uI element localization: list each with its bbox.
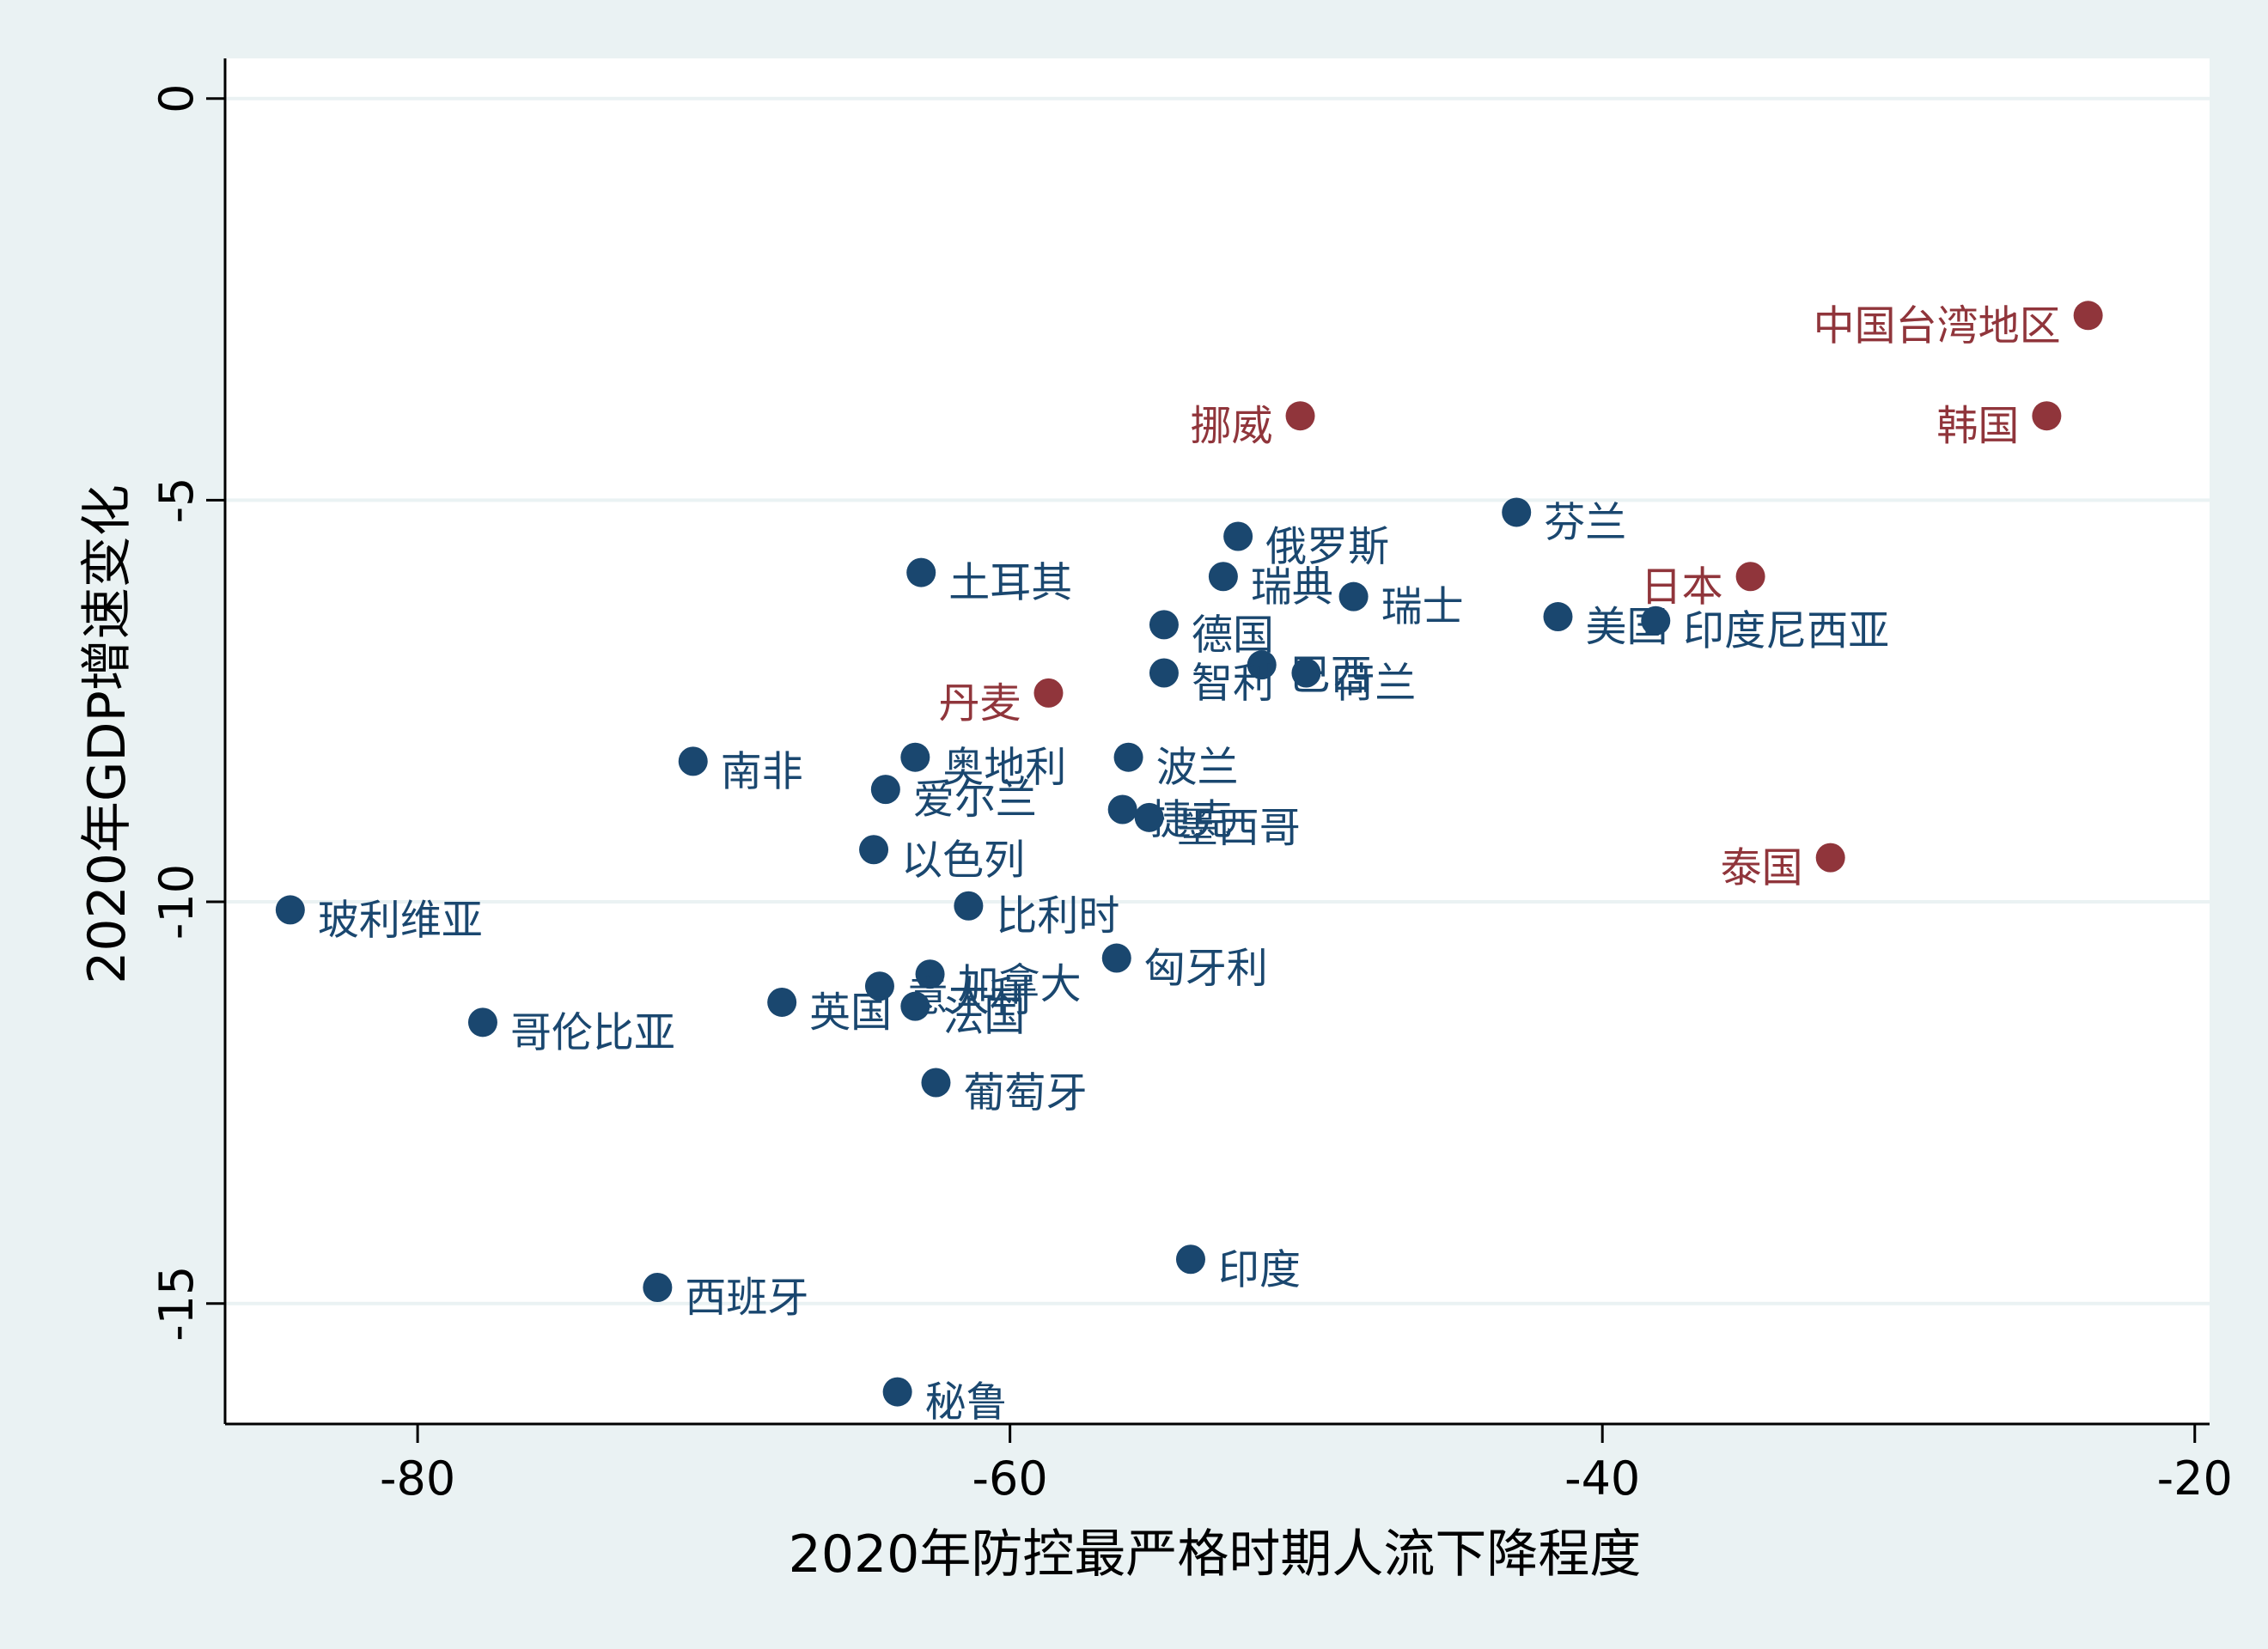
data-point: [1543, 602, 1573, 632]
point-label: 俄罗斯: [1265, 523, 1389, 571]
point-label: 加拿大: [958, 960, 1082, 1008]
data-point: [678, 746, 708, 776]
point-label: 爱尔兰: [913, 776, 1037, 824]
point-label: 瑞典: [1251, 563, 1333, 611]
point-label: 南非: [721, 747, 803, 795]
point-label: 芬兰: [1544, 498, 1626, 546]
point-label: 中国台湾地区: [1814, 301, 2061, 350]
point-label: 泰国: [1721, 844, 1803, 892]
data-point: [900, 742, 930, 772]
point-label: 印度: [1218, 1245, 1301, 1293]
point-label: 挪威: [1191, 402, 1273, 450]
data-point: [906, 557, 936, 587]
data-point: [915, 959, 945, 989]
data-point: [1247, 650, 1277, 680]
data-point: [921, 1068, 951, 1098]
point-label: 匈牙利: [1144, 945, 1268, 993]
data-point: [1033, 678, 1064, 708]
y-tick-label: -15: [149, 1266, 204, 1342]
point-label: 墨西哥: [1177, 804, 1301, 852]
data-point: [1149, 658, 1179, 688]
y-tick-label: -5: [149, 477, 204, 523]
point-label: 奥地利: [942, 744, 1066, 792]
data-point: [1502, 497, 1532, 527]
data-point: [643, 1273, 673, 1302]
data-point: [1175, 1244, 1205, 1275]
point-label: 捷克: [1150, 796, 1233, 844]
point-label: 法国: [942, 993, 1025, 1041]
plot-area: [225, 58, 2210, 1424]
point-label: 日本: [1641, 563, 1723, 611]
y-tick-label: 0: [149, 84, 204, 113]
data-point: [1223, 521, 1253, 551]
gridlines: [225, 96, 2210, 1305]
data-point: [1107, 794, 1137, 824]
point-label: 哥伦比亚: [510, 1008, 675, 1056]
point-label: 韩国: [1936, 402, 2019, 450]
data-point: [1815, 843, 1845, 873]
data-point: [1134, 802, 1164, 832]
point-label: 瑞士: [1381, 583, 1464, 631]
data-point: [882, 1377, 912, 1407]
point-label: 智利: [1192, 660, 1274, 708]
data-point: [900, 991, 930, 1021]
data-point: [864, 971, 894, 1001]
data-point: [1208, 562, 1238, 592]
data-point: [2032, 401, 2062, 431]
data-point: [954, 891, 984, 921]
data-point: [870, 775, 900, 805]
data-point: [1291, 658, 1321, 688]
data-point: [467, 1007, 497, 1037]
point-label: 西班牙: [685, 1274, 808, 1322]
x-tick-label: -60: [972, 1451, 1048, 1506]
data-point: [767, 987, 797, 1017]
point-label: 土耳其: [948, 559, 1072, 607]
data-point: [1113, 742, 1143, 772]
point-label: 葡萄牙: [963, 1069, 1087, 1117]
data-point: [1338, 581, 1369, 612]
data-point: [1149, 610, 1179, 640]
data-point: [1101, 943, 1131, 973]
point-label: 以色列: [901, 836, 1025, 884]
point-label: 玻利维亚: [318, 896, 483, 944]
point-label: 秘鲁: [925, 1378, 1008, 1427]
y-tick-label: -10: [149, 864, 204, 940]
data-point: [859, 835, 889, 865]
point-label: 丹麦: [938, 679, 1021, 727]
point-label: 英国: [809, 989, 892, 1037]
y-axis-title: 2020年GDP增速变化: [77, 484, 137, 984]
x-axis-title: 2020年防控最严格时期人流下降程度: [789, 1524, 1642, 1585]
x-tick-label: -40: [1564, 1451, 1640, 1506]
x-tick-label: -80: [380, 1451, 455, 1506]
point-label: 波兰: [1156, 744, 1239, 792]
x-tick-label: -20: [2157, 1451, 2233, 1506]
point-label: 荷兰: [1333, 660, 1416, 708]
data-point: [2073, 301, 2103, 331]
data-point: [1641, 605, 1671, 636]
data-point: [275, 895, 305, 925]
data-point: [1285, 401, 1315, 431]
axes: 0 -5 -10 -15 -80 -60 -40 -20: [149, 58, 2233, 1506]
data-point: [1735, 562, 1765, 592]
point-label: 印度尼西亚: [1683, 607, 1889, 655]
point-label: 比利时: [996, 892, 1119, 940]
